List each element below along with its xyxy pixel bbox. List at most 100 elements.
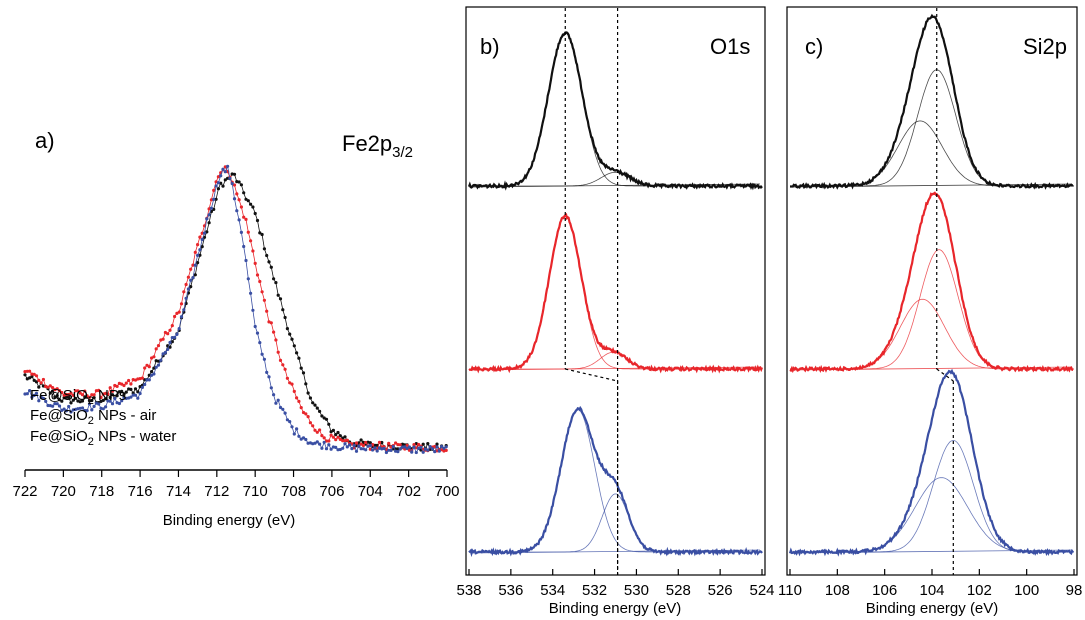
- panel-a-point: [410, 450, 414, 454]
- panel-a-point: [373, 446, 377, 450]
- panel-a-point: [304, 412, 308, 416]
- panel-a-point: [166, 332, 170, 336]
- panel-a-point: [359, 438, 363, 442]
- panel-a-point: [179, 302, 184, 306]
- fit-component: [790, 120, 1074, 187]
- panel-a-point: [62, 407, 66, 411]
- panel-a-point: [304, 382, 308, 386]
- panel-a-point: [136, 390, 140, 394]
- panel-a-point: [48, 391, 52, 395]
- panel-a-point: [329, 447, 333, 451]
- panel-a-xlabel: Binding energy (eV): [163, 512, 296, 529]
- panel-a-point: [191, 263, 195, 267]
- panel-a-point: [198, 235, 202, 239]
- panel-a-point: [152, 355, 156, 359]
- panel-a-point: [301, 410, 306, 415]
- panel-a-point: [251, 205, 255, 209]
- panel-a-point: [269, 386, 273, 390]
- fit-component: [790, 298, 1074, 370]
- panel-c-si2p: c) Si2p 110 108 106 104 102 100 98 Binding ene…: [778, 6, 1082, 617]
- panel-a-point: [334, 445, 338, 449]
- panel-a-point: [255, 331, 260, 335]
- panel-a-point: [87, 399, 92, 403]
- panel-a-point: [258, 341, 262, 345]
- panel-a-point: [426, 442, 430, 446]
- panel-a-point: [44, 399, 48, 403]
- panel-a-point: [253, 324, 257, 329]
- panel-a-point: [97, 388, 101, 392]
- panel-b-series: [467, 8, 764, 575]
- fit-component: [469, 215, 762, 370]
- panel-a-point: [368, 443, 372, 447]
- panel-a-point: [359, 442, 363, 446]
- panel-a-point: [37, 385, 41, 389]
- panel-a-point: [322, 436, 326, 440]
- panel-a-point: [133, 393, 138, 397]
- panel-a-point: [396, 443, 400, 447]
- panel-a-point: [101, 398, 105, 402]
- panel-a-point: [260, 290, 264, 294]
- panel-a-point: [129, 387, 133, 391]
- panel-1-series-2: [468, 212, 764, 374]
- panel-2-series-2: [789, 191, 1074, 374]
- panel-a-point: [108, 386, 112, 390]
- fit-component: [790, 439, 1074, 553]
- panel-a-point: [198, 248, 202, 252]
- panel-a-point: [212, 197, 216, 201]
- panel-a-point: [99, 395, 103, 400]
- panel-a-point: [244, 217, 248, 221]
- panel-a-point: [283, 367, 287, 371]
- panel-a-point: [394, 441, 398, 445]
- panel-a-point: [122, 383, 126, 388]
- panel-a-point: [110, 393, 115, 397]
- panel-a-point: [87, 402, 92, 406]
- panel-a-point: [371, 448, 375, 452]
- panel-a-point: [412, 445, 416, 449]
- panel-a-point: [295, 427, 299, 431]
- panel-a-series-line: [24, 164, 447, 454]
- panel-a-point: [354, 449, 359, 453]
- panel-a-point: [156, 344, 161, 348]
- panel-a-point: [246, 199, 250, 203]
- panel-a-point: [196, 243, 200, 247]
- panel-a-point: [193, 250, 197, 254]
- fit-envelope: [469, 215, 762, 370]
- panel-a-point: [200, 237, 204, 242]
- panel-a-point: [437, 449, 441, 453]
- panel-a-point: [156, 363, 161, 367]
- panel-tick-label: 532: [582, 582, 607, 599]
- panel-a-point: [304, 437, 308, 442]
- panel-a-point: [343, 435, 347, 439]
- panel-tick-label: 526: [708, 582, 733, 599]
- panel-a-point: [361, 440, 365, 444]
- panel-a-point: [421, 442, 425, 446]
- panel-a-point: [242, 191, 246, 195]
- panel-a-point: [235, 209, 239, 213]
- panel-a-point: [403, 445, 407, 449]
- panel-a-point: [55, 394, 59, 398]
- panel-a-point: [297, 434, 301, 438]
- panel-a-point: [83, 389, 87, 393]
- panel-a-point: [230, 182, 234, 186]
- panel-a-point: [375, 449, 379, 453]
- panel-a-tick-label: 708: [281, 483, 306, 500]
- panel-a-point: [278, 297, 283, 301]
- panel-a-point: [274, 338, 278, 342]
- panel-a-point: [396, 447, 400, 451]
- panel-a-point: [53, 402, 57, 406]
- panel-tick-label: 524: [749, 582, 774, 599]
- panel-a-point: [260, 352, 264, 356]
- panel-a-point: [90, 393, 94, 397]
- panel-a-point: [400, 445, 405, 449]
- panel-a-point: [124, 390, 128, 394]
- panel-a-point: [334, 438, 338, 442]
- fit-envelope: [790, 192, 1074, 370]
- panel-a-point: [69, 401, 73, 405]
- panel-a-point: [127, 378, 131, 383]
- panel-a-point: [80, 406, 85, 410]
- panel-a-point: [253, 261, 257, 265]
- panel-a-point: [297, 356, 301, 360]
- panel-a-point: [108, 399, 112, 403]
- panel-a-point: [120, 399, 124, 403]
